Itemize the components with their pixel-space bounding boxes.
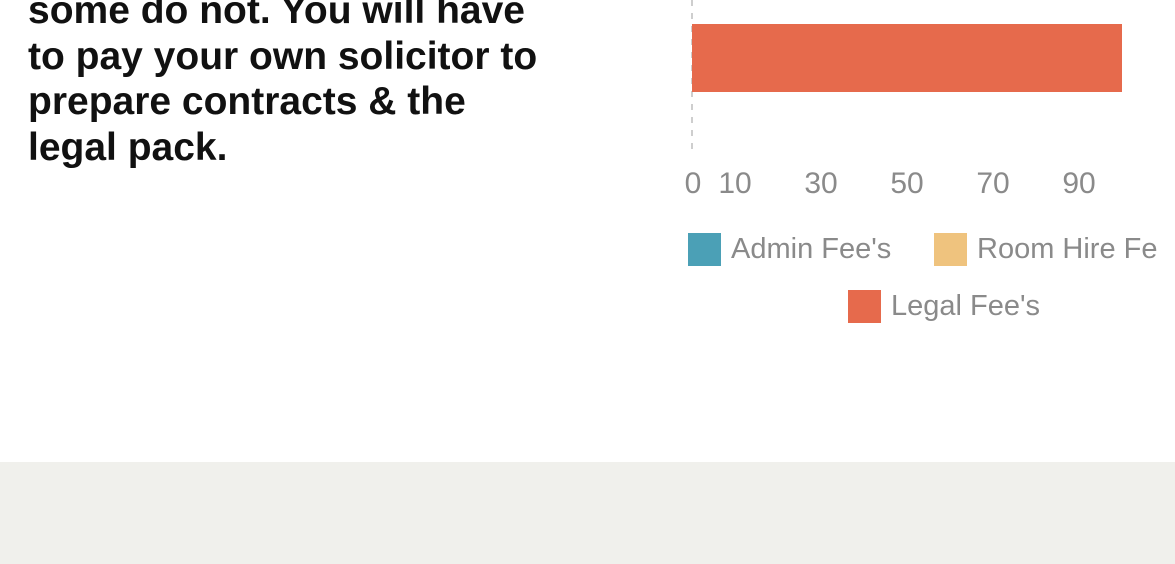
x-tick-label: 90 xyxy=(1062,167,1095,200)
x-axis-ticks: 0 10 30 50 70 90 xyxy=(685,167,1096,200)
intro-line: to pay your own solicitor to xyxy=(28,34,538,78)
intro-paragraph: some do not. You will have to pay your o… xyxy=(28,0,648,170)
intro-line: prepare contracts & the xyxy=(28,80,466,123)
intro-line: legal pack. xyxy=(28,125,228,169)
x-tick-label: 30 xyxy=(804,167,837,200)
x-tick-label: 50 xyxy=(890,167,923,200)
x-tick-label: 70 xyxy=(976,167,1009,200)
intro-line: some do not. You will have xyxy=(28,0,525,32)
bar-legal-fees xyxy=(692,24,1122,92)
x-tick-label: 10 xyxy=(718,167,751,200)
fees-bar-chart: 0 10 30 50 70 90 xyxy=(685,0,1122,200)
x-tick-label: 0 xyxy=(685,167,702,200)
footer-band xyxy=(0,462,1175,564)
